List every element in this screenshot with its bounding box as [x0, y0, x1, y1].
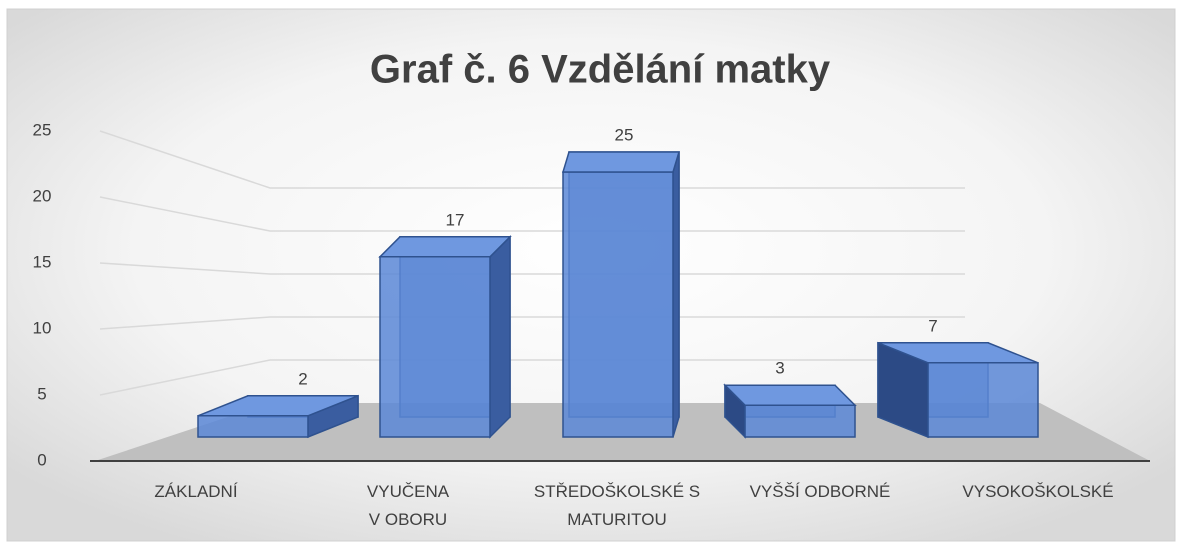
grid-line [99, 196, 965, 232]
bar [561, 151, 681, 438]
y-tick-label: 25 [33, 120, 52, 139]
y-tick-label: 20 [33, 186, 52, 205]
bar-top [378, 236, 512, 258]
bar-side [672, 151, 680, 438]
bar-front [197, 415, 309, 438]
bar-top [877, 342, 1039, 364]
grid-line [99, 359, 965, 396]
bar [378, 234, 512, 439]
bar-front [927, 362, 1039, 438]
value-label: 7 [928, 316, 937, 335]
value-label: 25 [615, 125, 634, 144]
bar-front [379, 256, 491, 438]
bar-top [561, 151, 681, 173]
bar [723, 383, 857, 439]
y-tick-label: 15 [33, 252, 52, 271]
x-tick-label: VYŠŠÍ ODBORNÉ [749, 482, 891, 501]
bar-side [489, 234, 511, 439]
value-label: 3 [775, 359, 784, 378]
bar-top [197, 395, 359, 417]
value-label: 2 [298, 369, 307, 388]
grid-line [99, 130, 965, 189]
bar-top [723, 384, 857, 406]
bar-front [562, 171, 674, 438]
y-tick-label: 5 [37, 384, 46, 403]
y-tick-label: 10 [33, 318, 52, 337]
bar [197, 394, 359, 439]
bar [877, 341, 1039, 439]
x-tick-label: VYSOKOŠKOLSKÉ [962, 482, 1114, 501]
grid-line [99, 316, 965, 330]
value-label: 17 [446, 210, 465, 229]
x-tick-label: STŘEDOŠKOLSKÉ S MATURITOU [533, 482, 701, 529]
grid-line [99, 262, 965, 275]
x-tick-label: ZÁKLADNÍ [154, 482, 238, 501]
y-tick-label: 0 [37, 450, 46, 469]
x-tick-label: VYUČENA V OBORU [366, 482, 450, 529]
bar-front [744, 404, 856, 438]
chart-title: Graf č. 6 Vzdělání matky [370, 48, 831, 92]
